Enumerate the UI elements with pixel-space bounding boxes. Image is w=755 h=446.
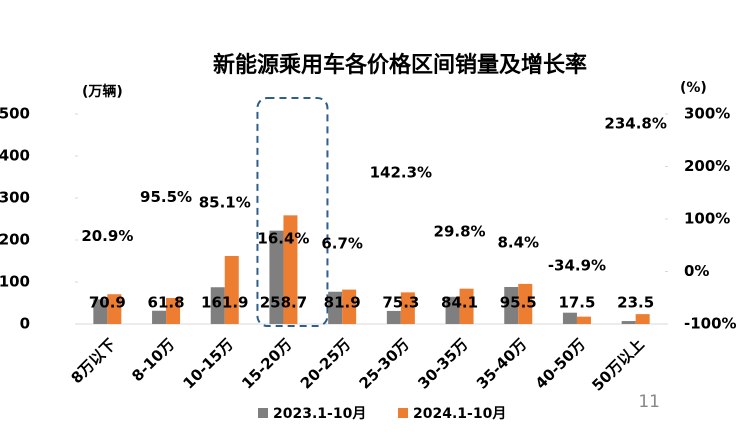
- y-tick-label: 300: [0, 189, 30, 207]
- chart-title: 新能源乘用车各价格区间销量及增长率: [213, 52, 587, 78]
- bar-value-label: 95.5: [500, 294, 537, 312]
- legend-swatch: [398, 408, 408, 418]
- bar: [107, 294, 122, 324]
- y2-tick-label: -100%: [684, 315, 737, 333]
- x-tick-label: 50万以上: [588, 335, 647, 394]
- growth-label: 20.9%: [81, 227, 133, 245]
- growth-label: 16.4%: [257, 229, 309, 247]
- y-axis-label: (万辆): [82, 83, 123, 100]
- x-tick-label: 8万以下: [67, 335, 119, 387]
- bar: [459, 288, 474, 324]
- bar: [210, 287, 225, 324]
- legend-swatch: [258, 408, 268, 418]
- bar: [635, 314, 650, 324]
- bar-value-label: 161.9: [201, 294, 248, 312]
- growth-label: 142.3%: [370, 163, 432, 181]
- bar-value-label: 23.5: [617, 294, 654, 312]
- growth-label: -34.9%: [548, 256, 606, 274]
- x-tick-label: 40-50万: [532, 335, 589, 392]
- y-tick-label: 0: [20, 315, 30, 333]
- growth-label: 95.5%: [140, 188, 192, 206]
- page-number: 11: [638, 392, 660, 412]
- x-tick-label: 8-10万: [128, 335, 178, 385]
- x-tick-label: 10-15万: [179, 335, 236, 392]
- x-tick-label: 30-35万: [414, 335, 471, 392]
- bar-value-label: 61.8: [148, 294, 185, 312]
- bar: [576, 316, 591, 324]
- bar-value-label: 75.3: [382, 294, 419, 312]
- y-tick-label: 400: [0, 147, 30, 165]
- bar-value-label: 258.7: [260, 294, 307, 312]
- bar: [518, 283, 533, 324]
- bar: [400, 292, 415, 324]
- highlight-box: [256, 97, 329, 327]
- bar: [166, 298, 181, 324]
- y2-tick-label: 100%: [684, 210, 730, 228]
- growth-label: 234.8%: [604, 115, 666, 133]
- y2-tick-label: 200%: [684, 157, 730, 175]
- growth-label: 85.1%: [199, 193, 251, 211]
- bar: [283, 215, 298, 324]
- y2-axis-label: (%): [680, 80, 707, 96]
- bar-value-label: 70.9: [89, 294, 126, 312]
- legend-label: 2023.1-10月: [273, 406, 366, 422]
- y-tick-label: 500: [0, 105, 30, 123]
- bar-value-label: 81.9: [324, 294, 361, 312]
- y-tick-label: 200: [0, 231, 30, 249]
- bar: [504, 286, 519, 324]
- y2-tick-label: 0%: [684, 262, 709, 280]
- growth-label: 8.4%: [497, 234, 539, 252]
- bar: [93, 299, 108, 324]
- growth-label: 29.8%: [434, 222, 486, 240]
- bar: [269, 230, 284, 324]
- legend-label: 2024.1-10月: [413, 406, 506, 422]
- bar: [562, 312, 577, 324]
- bar: [152, 310, 167, 324]
- bar: [328, 291, 343, 324]
- y-tick-label: 100: [0, 273, 30, 291]
- bar: [224, 256, 239, 324]
- x-tick-label: 25-30万: [356, 335, 413, 392]
- bar: [445, 296, 460, 324]
- x-tick-label: 15-20万: [238, 335, 295, 392]
- bar-value-label: 17.5: [558, 294, 595, 312]
- growth-label: 6.7%: [321, 234, 363, 252]
- bar: [621, 321, 636, 324]
- bar: [386, 310, 401, 324]
- y2-tick-label: 300%: [684, 105, 730, 123]
- bar: [342, 289, 357, 324]
- bar-value-label: 84.1: [441, 294, 478, 312]
- x-tick-label: 35-40万: [473, 335, 530, 392]
- x-tick-label: 20-25万: [297, 335, 354, 392]
